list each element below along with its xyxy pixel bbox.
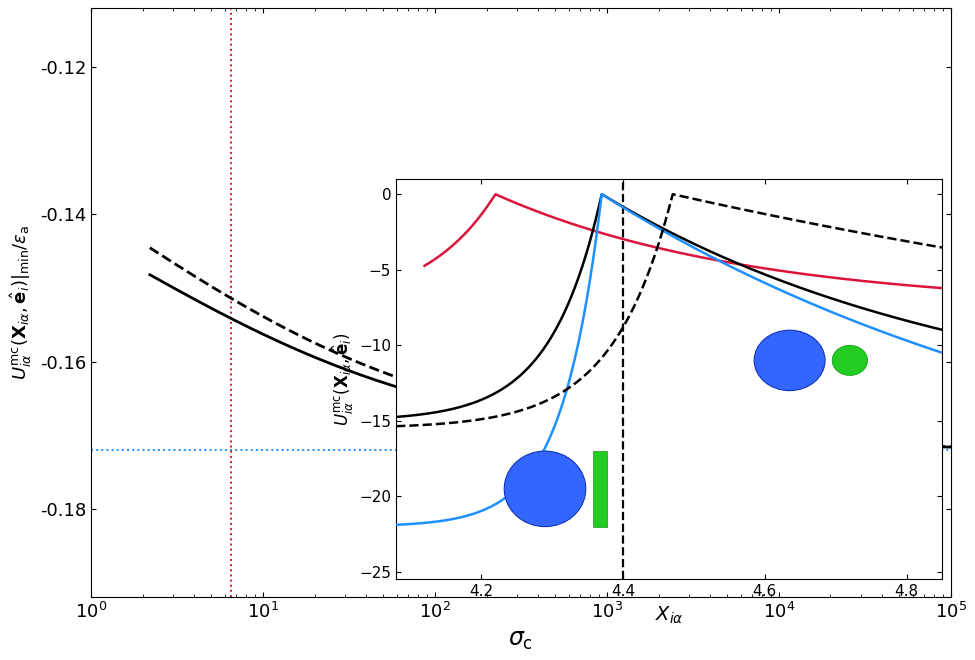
- X-axis label: $\sigma_{\mathrm{c}}$: $\sigma_{\mathrm{c}}$: [508, 628, 533, 651]
- Y-axis label: $U^{\mathrm{mc}}_{i\alpha}(\mathbf{X}_{i\alpha}, \hat{\mathbf{e}}_i)|_{\mathrm{m: $U^{\mathrm{mc}}_{i\alpha}(\mathbf{X}_{i…: [9, 225, 34, 380]
